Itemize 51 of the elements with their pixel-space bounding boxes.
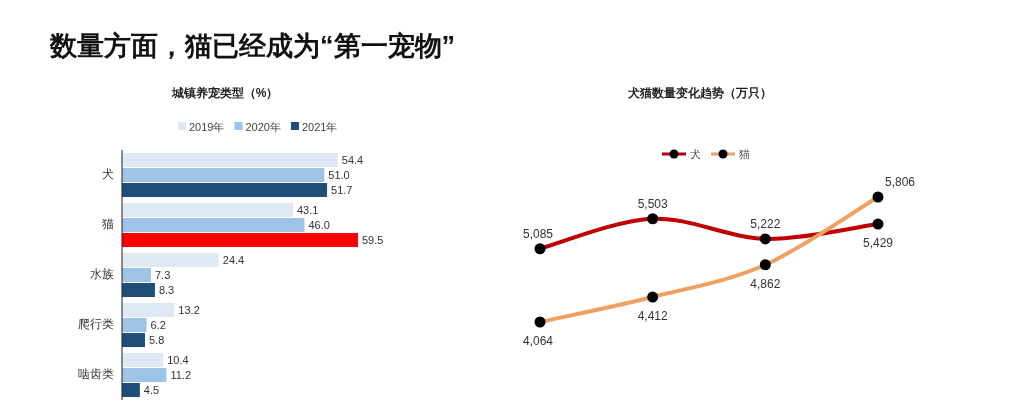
data-label: 8.3 [158,284,175,296]
bar [122,333,146,347]
data-label: 4,412 [637,309,669,324]
bar [122,383,140,397]
data-label: 5.8 [149,334,165,346]
bar [122,253,219,267]
data-label: 4,064 [522,334,554,348]
y-tick-label: 爬行类 [78,317,114,331]
bar [122,368,167,382]
y-tick-label: 啮齿类 [78,367,114,381]
data-label: 5,085 [522,226,554,241]
legend-label: 2019年 [189,121,225,133]
bar [122,168,325,182]
legend-label: 2020年 [245,121,281,133]
bar [122,183,328,197]
bar [122,283,155,297]
data-label: 13.2 [178,304,200,316]
y-tick-label: 水族 [90,267,114,281]
chart-title: 数量方面，猫已经成为“第一宠物” [49,31,455,61]
data-label: 7.3 [154,269,171,281]
data-label: 4.5 [143,384,160,396]
data-label: 5,222 [750,216,781,231]
data-label: 4,862 [750,276,781,291]
y-tick-label: 犬 [102,167,114,181]
y-tick-label: 猫 [102,217,114,231]
bar [122,153,338,167]
bar [122,318,147,332]
bar [122,268,151,282]
data-label: 43.1 [296,204,319,216]
data-label: 59.5 [362,234,384,246]
data-label: 5,429 [862,236,894,251]
data-label: 5,806 [884,175,916,189]
data-label: 10.4 [167,354,189,366]
data-label: 46.0 [308,219,330,231]
chart-title: 犬猫数量变化趋势（万只） [627,86,772,100]
bar [122,218,305,232]
data-label: 54.4 [341,154,364,166]
legend-label: 猫 [739,148,750,160]
legend-label: 犬 [690,148,701,160]
chart-subtitle: 城镇养宠类型（%） [170,86,279,100]
data-label: 6.2 [150,319,166,331]
legend-label: 2021年 [301,121,338,133]
data-label: 51.0 [328,169,350,181]
bar [122,353,164,367]
data-label: 11.2 [170,369,192,381]
data-label: 51.7 [331,184,353,196]
data-label: 24.4 [222,254,245,266]
data-label: 5,503 [637,196,669,211]
bar [122,203,293,217]
bar [122,233,358,247]
bar [122,303,175,317]
